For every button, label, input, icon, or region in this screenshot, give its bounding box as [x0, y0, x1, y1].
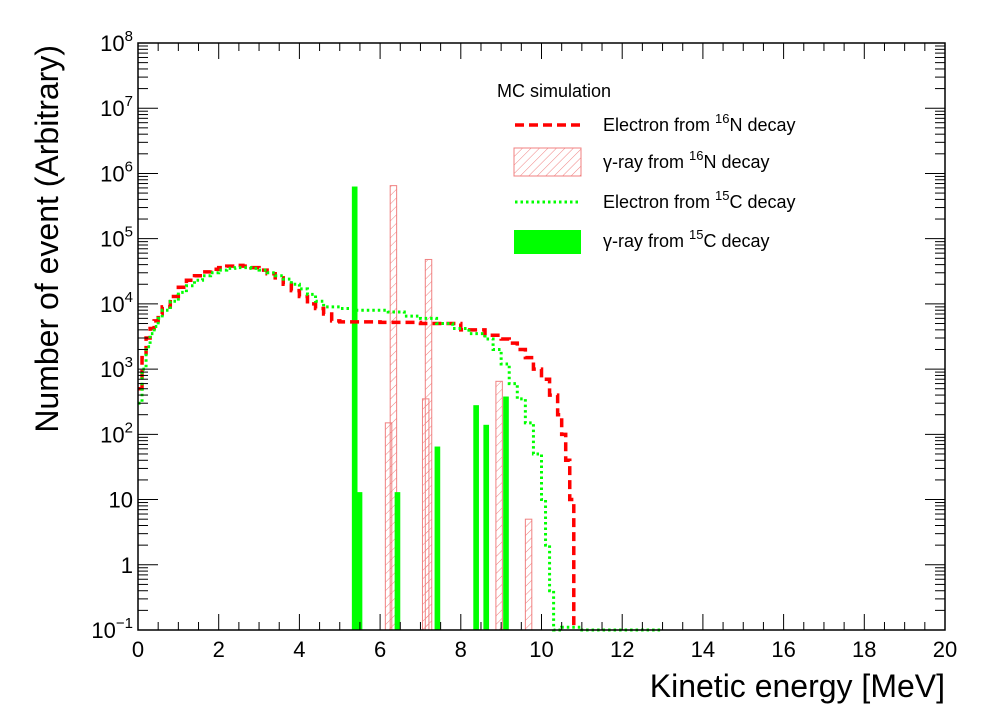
legend-label-3: γ-ray from 15C decay — [603, 227, 770, 251]
y-tick-label: 10−1 — [91, 615, 133, 643]
y-tick-label: 102 — [100, 419, 133, 447]
x-tick-label: 6 — [374, 637, 386, 662]
x-tick-label: 0 — [132, 637, 144, 662]
electron-c15-line — [138, 266, 663, 632]
x-tick-label: 8 — [455, 637, 467, 662]
legend-symbol-gamma-n16 — [513, 147, 582, 177]
plot-frame — [137, 42, 946, 631]
x-axis-title: Kinetic energy [MeV] — [650, 668, 945, 704]
plot-border — [137, 42, 946, 631]
y-tick-label: 10 — [109, 488, 133, 513]
gamma-n16-bar-4 — [495, 380, 503, 631]
legend-label-1: γ-ray from 16N decay — [603, 148, 770, 172]
x-tick-label: 2 — [213, 637, 225, 662]
y-tick-label: 104 — [100, 289, 133, 317]
axis-ticks — [137, 43, 946, 631]
gamma-c15-bar-0 — [351, 186, 358, 630]
x-tick-label: 12 — [610, 637, 634, 662]
x-tick-label: 10 — [529, 637, 553, 662]
gamma-n16-bar-3 — [424, 258, 433, 631]
gamma-n16-bar-5 — [524, 518, 533, 631]
x-tick-label: 20 — [933, 637, 957, 662]
y-tick-label: 103 — [100, 354, 133, 382]
x-tick-label: 18 — [852, 637, 876, 662]
y-tick-label: 106 — [100, 158, 133, 186]
legend: MC simulation Electron from 16N decay γ-ra… — [497, 81, 796, 254]
electron-n16-line — [138, 263, 576, 630]
gamma-c15-bar-4 — [473, 405, 479, 630]
y-tick-label: 1 — [121, 553, 133, 578]
y-axis-title: Number of event (Arbitrary) — [29, 45, 65, 433]
legend-label-2: Electron from 15C decay — [603, 188, 796, 212]
gamma-c15-bar-5 — [483, 424, 490, 630]
x-tick-label: 4 — [293, 637, 305, 662]
gamma-c15-bar-6 — [503, 396, 509, 630]
y-tick-label: 107 — [100, 93, 133, 121]
legend-label-0: Electron from 16N decay — [603, 111, 796, 135]
plot-area — [138, 185, 663, 632]
gamma-c15-bar-1 — [356, 492, 363, 630]
tick-labels: 0 2 4 6 8 10 12 14 16 18 20 10−1 1 10 102 103 104 105 106 1… — [91, 28, 957, 662]
y-tick-label: 108 — [100, 28, 133, 56]
gamma-c15-bar-2 — [394, 492, 401, 630]
legend-header: MC simulation — [497, 81, 611, 101]
gamma-c15-bar-3 — [434, 446, 441, 630]
y-tick-label: 105 — [100, 224, 133, 252]
legend-symbol-gamma-c15 — [514, 230, 581, 254]
x-tick-label: 14 — [691, 637, 715, 662]
x-tick-label: 16 — [771, 637, 795, 662]
